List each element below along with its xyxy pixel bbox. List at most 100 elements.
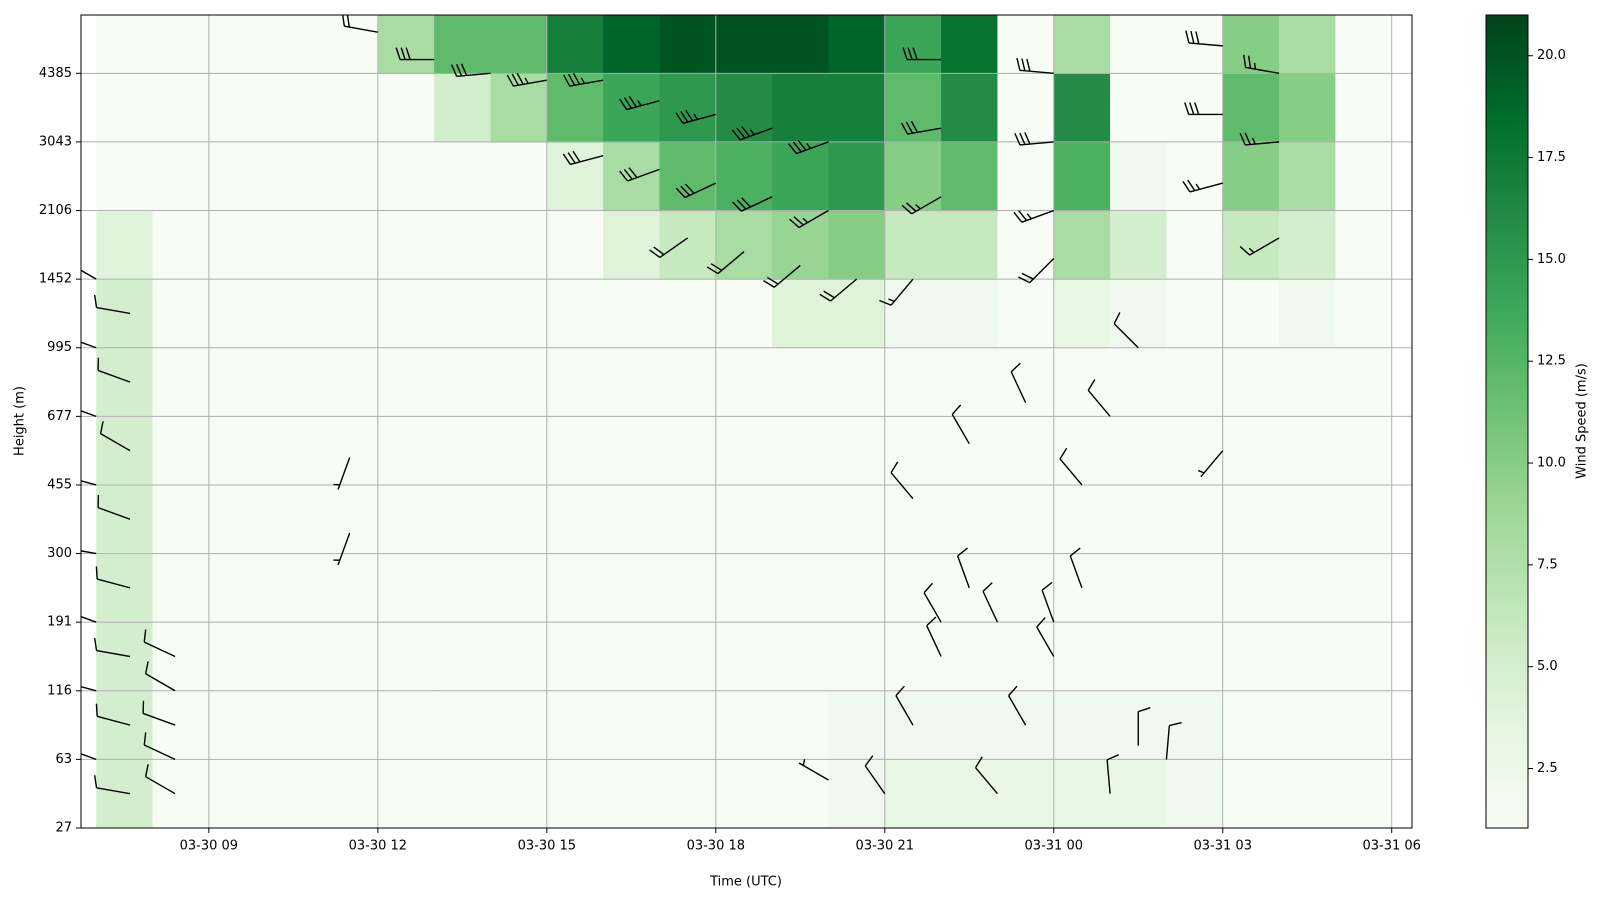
heat-cell (265, 416, 323, 486)
heat-cell (321, 553, 379, 623)
heat-cell (659, 15, 717, 74)
colorbar-tick-label: 12.5 (1537, 354, 1566, 369)
heat-cell (96, 484, 154, 555)
heat-cell (1222, 279, 1280, 349)
heat-cell (265, 15, 323, 74)
heat-cell (715, 347, 773, 417)
heat-cell (1110, 15, 1168, 74)
heat-cell (1053, 690, 1111, 760)
wind-barb (93, 637, 131, 658)
heat-cell (1335, 210, 1393, 280)
heat-cell (152, 15, 210, 74)
wind-barb (1197, 450, 1224, 478)
heat-cell (997, 73, 1055, 143)
colorbar-tick-label: 7.5 (1537, 557, 1558, 572)
heat-cell (1166, 690, 1224, 760)
heat-cell (828, 15, 886, 74)
heat-cell (1110, 759, 1168, 828)
heat-cell (941, 553, 999, 623)
wind-barb (81, 550, 97, 555)
heat-cell (546, 141, 604, 212)
heat-cell (715, 279, 773, 349)
heat-cell (772, 416, 830, 486)
heat-cell (265, 622, 323, 692)
y-tick-label: 677 (47, 409, 72, 424)
heat-cell (546, 622, 604, 692)
heat-cell (208, 210, 266, 280)
heat-cell (490, 622, 548, 692)
heat-cell (1166, 416, 1224, 486)
colorbar-tick-label: 15.0 (1537, 252, 1566, 267)
heat-cell (265, 484, 323, 555)
wind-barb (619, 167, 660, 182)
heat-cell (1222, 553, 1280, 623)
heat-cell (1222, 484, 1280, 555)
y-tick-label: 300 (47, 546, 72, 561)
wind-barb (1018, 258, 1055, 284)
x-tick-label: 03-30 15 (518, 839, 576, 854)
wind-barb (1016, 57, 1054, 75)
heat-cell (208, 553, 266, 623)
wind-barb (143, 732, 176, 761)
heat-cell (96, 73, 154, 143)
heat-cell (659, 210, 717, 280)
x-axis-label: Time (UTC) (709, 875, 782, 890)
heat-cell (1279, 141, 1336, 212)
wind-barb (81, 410, 97, 418)
heat-cell (96, 347, 154, 417)
heat-cell (772, 553, 830, 623)
wind-barb (333, 457, 351, 490)
heat-cell (265, 73, 323, 143)
heat-cell (603, 622, 661, 692)
y-tick-label: 995 (47, 340, 72, 355)
heat-cell (997, 416, 1055, 486)
heat-cell (772, 279, 830, 349)
heat-cell (546, 15, 604, 74)
heat-cell (321, 484, 379, 555)
heat-cell (434, 416, 492, 486)
heat-cell (828, 141, 886, 212)
heat-cell (377, 416, 435, 486)
wind-barb (789, 209, 829, 229)
wind-barb (926, 616, 942, 657)
heat-cell (659, 141, 717, 212)
wind-barb (333, 532, 351, 566)
heat-cell (828, 690, 886, 760)
y-tick-label: 116 (47, 683, 72, 698)
wind-barb (1113, 312, 1139, 349)
heat-cell (1110, 141, 1168, 212)
heat-cell (434, 210, 492, 280)
heat-cell (208, 141, 266, 212)
y-tick-label: 191 (47, 615, 72, 630)
colorbar-tick-label: 2.5 (1537, 761, 1558, 776)
heat-cell (603, 759, 661, 828)
heat-cell (321, 279, 379, 349)
y-axis-label: Height (m) (13, 386, 28, 456)
heat-cell (321, 759, 379, 828)
heat-cell (884, 759, 942, 828)
heat-cell (152, 484, 210, 555)
heat-cell (1166, 279, 1224, 349)
heat-cell (96, 141, 154, 212)
heat-cell (1279, 553, 1336, 623)
wind-barb (1014, 132, 1054, 146)
heat-cell (208, 279, 266, 349)
heat-cell (1222, 141, 1280, 212)
wind-barb (1059, 447, 1083, 486)
wind-barb (93, 294, 131, 315)
heat-cell (941, 141, 999, 212)
heat-cell (377, 347, 435, 417)
heat-cell (152, 690, 210, 760)
heat-cell (659, 759, 717, 828)
heat-cell (434, 347, 492, 417)
heat-cell (1279, 622, 1336, 692)
heat-cell (321, 15, 379, 74)
wind-barb (675, 182, 717, 199)
x-tick-label: 03-31 03 (1194, 839, 1252, 854)
wind-barb (450, 63, 491, 77)
heat-cell (1279, 759, 1336, 828)
wind-barb (81, 685, 97, 692)
heat-cell (490, 416, 548, 486)
heat-cell (659, 416, 717, 486)
heat-cell (884, 416, 942, 486)
